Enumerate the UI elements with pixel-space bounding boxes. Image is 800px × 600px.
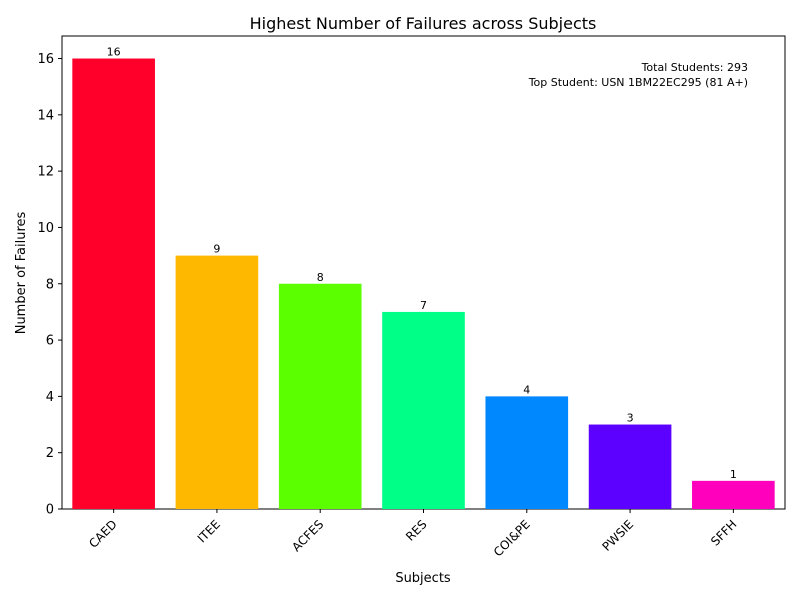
bar-value-label: 16 bbox=[107, 46, 121, 59]
bar-coi-pe bbox=[485, 396, 569, 509]
bar-value-label: 9 bbox=[213, 243, 220, 256]
chart-title: Highest Number of Failures across Subjec… bbox=[250, 14, 597, 33]
value-labels-group: 16 9 8 7 4 3 1 bbox=[107, 46, 737, 481]
bar-value-label: 4 bbox=[523, 383, 530, 396]
y-tick-label: 10 bbox=[37, 221, 54, 236]
x-tick-label: ITEE bbox=[195, 517, 223, 545]
annotation-total-students: Total Students: 293 bbox=[641, 61, 748, 74]
y-tick-label: 8 bbox=[46, 277, 54, 292]
x-tick-label: CAED bbox=[86, 517, 120, 551]
y-tick-label: 14 bbox=[37, 108, 54, 123]
y-tick-label: 2 bbox=[46, 446, 54, 461]
y-tick-label: 12 bbox=[37, 165, 54, 180]
y-tick-label: 16 bbox=[37, 52, 54, 67]
x-tick-label: ACFES bbox=[289, 517, 326, 554]
bar-itee bbox=[175, 255, 259, 509]
bar-value-label: 3 bbox=[627, 412, 634, 425]
y-tick-label: 0 bbox=[46, 503, 54, 518]
x-axis-label: Subjects bbox=[395, 571, 451, 586]
x-tick-label: PWSIE bbox=[600, 517, 637, 554]
bar-value-label: 8 bbox=[317, 271, 324, 284]
y-axis-label: Number of Failures bbox=[14, 211, 29, 334]
x-tick-label: RES bbox=[403, 517, 430, 544]
bar-value-label: 1 bbox=[730, 468, 737, 481]
bar-caed bbox=[72, 58, 155, 510]
bars-group bbox=[72, 58, 775, 510]
bar-res bbox=[382, 311, 465, 509]
bar-acfes bbox=[278, 283, 362, 509]
annotation-top-student: Top Student: USN 1BM22EC295 (81 A+) bbox=[528, 76, 748, 89]
bar-pwsie bbox=[588, 424, 672, 509]
x-axis: CAED ITEE ACFES RES COI&PE PWSIE SFFH bbox=[86, 509, 739, 559]
bar-sffh bbox=[692, 480, 775, 509]
y-axis: 0 2 4 6 8 10 12 14 16 bbox=[37, 52, 62, 518]
x-tick-label: COI&PE bbox=[491, 517, 533, 559]
y-tick-label: 4 bbox=[46, 390, 54, 405]
bar-value-label: 7 bbox=[420, 299, 427, 312]
y-tick-label: 6 bbox=[46, 334, 54, 349]
x-tick-label: SFFH bbox=[708, 517, 739, 548]
